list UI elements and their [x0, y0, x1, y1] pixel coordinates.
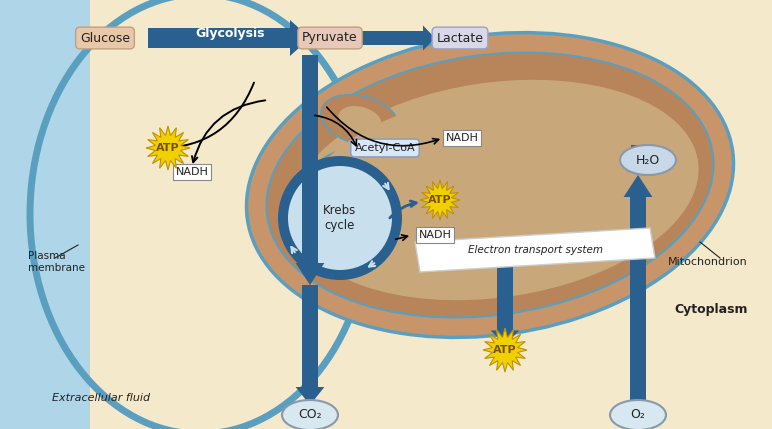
Ellipse shape	[246, 33, 733, 337]
Text: ATP: ATP	[428, 195, 452, 205]
Polygon shape	[483, 328, 527, 372]
Polygon shape	[146, 126, 190, 170]
FancyArrow shape	[490, 248, 520, 345]
Ellipse shape	[266, 52, 713, 317]
Ellipse shape	[620, 145, 676, 175]
Ellipse shape	[598, 190, 662, 230]
Text: Glycolysis: Glycolysis	[195, 27, 265, 39]
FancyArrow shape	[355, 25, 435, 51]
Text: Plasma
membrane: Plasma membrane	[28, 251, 85, 273]
Text: Glucose: Glucose	[80, 31, 130, 45]
Circle shape	[278, 156, 402, 280]
Circle shape	[288, 166, 392, 270]
Ellipse shape	[612, 199, 648, 221]
Ellipse shape	[282, 400, 338, 429]
Polygon shape	[415, 228, 655, 272]
Ellipse shape	[321, 95, 399, 145]
FancyArrow shape	[296, 405, 324, 415]
FancyBboxPatch shape	[48, 0, 772, 429]
Ellipse shape	[338, 106, 381, 134]
Ellipse shape	[610, 400, 666, 429]
FancyArrow shape	[624, 175, 652, 405]
Text: CO₂: CO₂	[298, 408, 322, 422]
Text: NADH: NADH	[445, 133, 479, 143]
Text: NADH: NADH	[175, 167, 208, 177]
Text: Krebs
cycle: Krebs cycle	[323, 204, 357, 232]
FancyBboxPatch shape	[0, 0, 90, 429]
Text: Lactate: Lactate	[436, 31, 483, 45]
Ellipse shape	[601, 129, 639, 151]
Text: ATP: ATP	[156, 143, 180, 153]
Text: Extracellular fluid: Extracellular fluid	[52, 393, 150, 403]
Ellipse shape	[292, 80, 699, 300]
Text: NADH: NADH	[418, 230, 452, 240]
Text: Pyruvate: Pyruvate	[302, 31, 357, 45]
Ellipse shape	[334, 221, 376, 250]
Text: H₂O: H₂O	[636, 154, 660, 166]
FancyArrow shape	[296, 55, 324, 285]
Text: Electron transport system: Electron transport system	[468, 245, 602, 255]
FancyArrow shape	[625, 145, 651, 175]
Text: Cytoplasm: Cytoplasm	[675, 303, 748, 317]
Text: ATP: ATP	[493, 345, 516, 355]
Text: Acetyl-CoA: Acetyl-CoA	[354, 143, 415, 153]
FancyArrow shape	[148, 20, 310, 56]
FancyArrow shape	[296, 285, 324, 405]
Text: O₂: O₂	[631, 408, 645, 422]
Ellipse shape	[317, 208, 394, 261]
Ellipse shape	[308, 147, 402, 203]
Ellipse shape	[329, 160, 381, 190]
Polygon shape	[420, 180, 460, 220]
Ellipse shape	[585, 120, 655, 160]
Ellipse shape	[301, 90, 689, 290]
Text: Mitochondrion: Mitochondrion	[669, 257, 748, 267]
